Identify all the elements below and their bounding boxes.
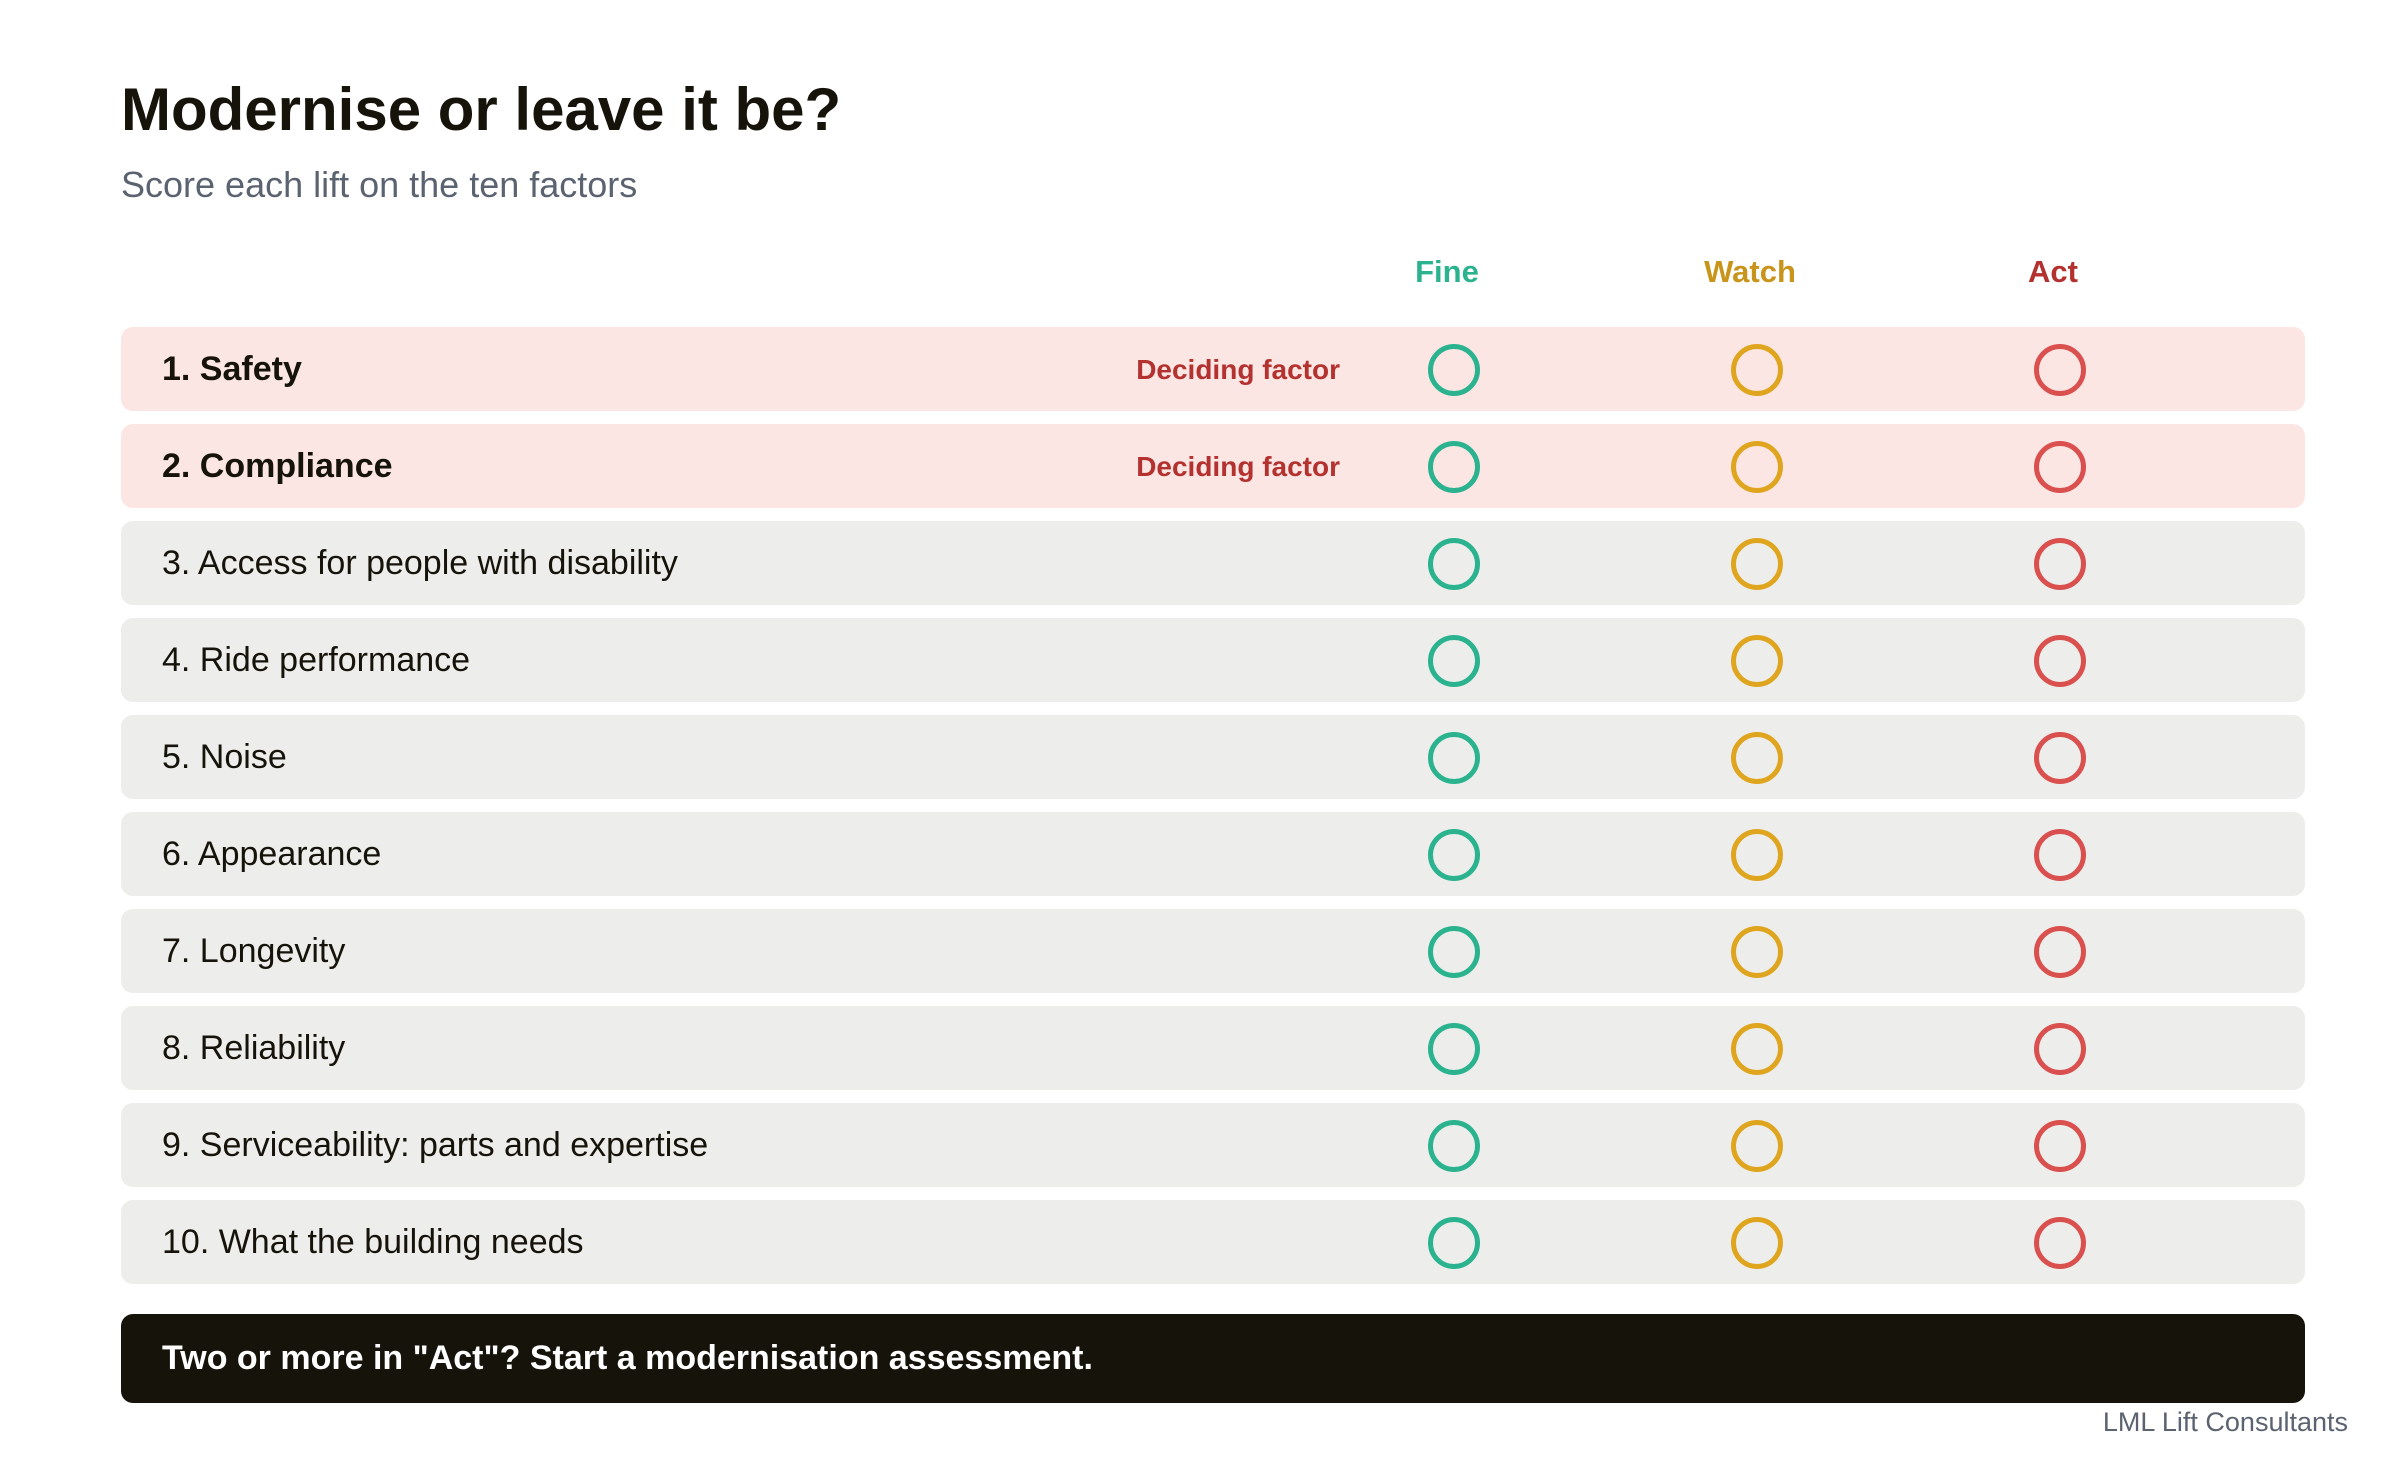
factor-label: 3. Access for people with disability (162, 544, 678, 582)
act-radio[interactable] (2034, 344, 2086, 396)
watch-radio[interactable] (1731, 732, 1783, 784)
fine-radio[interactable] (1428, 1217, 1480, 1269)
factor-label: 9. Serviceability: parts and expertise (162, 1126, 709, 1164)
act-radio[interactable] (2034, 1217, 2086, 1269)
factor-label: 8. Reliability (162, 1029, 346, 1067)
act-radio[interactable] (2034, 1023, 2086, 1075)
watch-radio[interactable] (1731, 635, 1783, 687)
watch-radio[interactable] (1731, 441, 1783, 493)
act-radio[interactable] (2034, 926, 2086, 978)
factor-row-safety: 1. Safety Deciding factor (121, 327, 2305, 411)
factor-label: 1. Safety (162, 350, 302, 388)
fine-radio[interactable] (1428, 441, 1480, 493)
fine-radio[interactable] (1428, 926, 1480, 978)
factor-label: 5. Noise (162, 738, 287, 776)
fine-radio[interactable] (1428, 829, 1480, 881)
watch-radio[interactable] (1731, 1120, 1783, 1172)
watch-radio[interactable] (1731, 1217, 1783, 1269)
factor-row-serviceability: 9. Serviceability: parts and expertise (121, 1103, 2305, 1187)
watch-radio[interactable] (1731, 538, 1783, 590)
footer-credit: LML Lift Consultants (2102, 1407, 2348, 1437)
factor-row-longevity: 7. Longevity (121, 909, 2305, 993)
watch-radio[interactable] (1731, 829, 1783, 881)
fine-radio[interactable] (1428, 1023, 1480, 1075)
factor-row-noise: 5. Noise (121, 715, 2305, 799)
fine-radio[interactable] (1428, 538, 1480, 590)
factor-label: 6. Appearance (162, 835, 382, 873)
factor-label: 7. Longevity (162, 932, 346, 970)
deciding-factor-badge: Deciding factor (1136, 451, 1340, 482)
deciding-factor-badge: Deciding factor (1136, 354, 1340, 385)
fine-radio[interactable] (1428, 344, 1480, 396)
factor-row-ride-performance: 4. Ride performance (121, 618, 2305, 702)
watch-radio[interactable] (1731, 1023, 1783, 1075)
act-radio[interactable] (2034, 829, 2086, 881)
factor-label: 10. What the building needs (162, 1223, 584, 1261)
start-assessment-banner[interactable]: Two or more in "Act"? Start a modernisat… (121, 1314, 2305, 1403)
factor-label: 4. Ride performance (162, 641, 471, 679)
watch-radio[interactable] (1731, 344, 1783, 396)
act-radio[interactable] (2034, 538, 2086, 590)
fine-radio[interactable] (1428, 635, 1480, 687)
page-title: Modernise or leave it be? (121, 76, 842, 143)
factor-row-access: 3. Access for people with disability (121, 521, 2305, 605)
factor-row-building-needs: 10. What the building needs (121, 1200, 2305, 1284)
fine-radio[interactable] (1428, 732, 1480, 784)
fine-radio[interactable] (1428, 1120, 1480, 1172)
factor-row-compliance: 2. Compliance Deciding factor (121, 424, 2305, 508)
page-subtitle: Score each lift on the ten factors (121, 164, 638, 205)
act-radio[interactable] (2034, 732, 2086, 784)
watch-radio[interactable] (1731, 926, 1783, 978)
act-radio[interactable] (2034, 1120, 2086, 1172)
factor-label: 2. Compliance (162, 447, 393, 485)
factor-row-reliability: 8. Reliability (121, 1006, 2305, 1090)
column-header-fine: Fine (1415, 254, 1479, 289)
column-header-watch: Watch (1704, 254, 1796, 289)
factor-list: 1. Safety Deciding factor 2. Compliance … (121, 327, 2305, 1297)
act-radio[interactable] (2034, 635, 2086, 687)
column-header-act: Act (2028, 254, 2078, 289)
factor-row-appearance: 6. Appearance (121, 812, 2305, 896)
act-radio[interactable] (2034, 441, 2086, 493)
